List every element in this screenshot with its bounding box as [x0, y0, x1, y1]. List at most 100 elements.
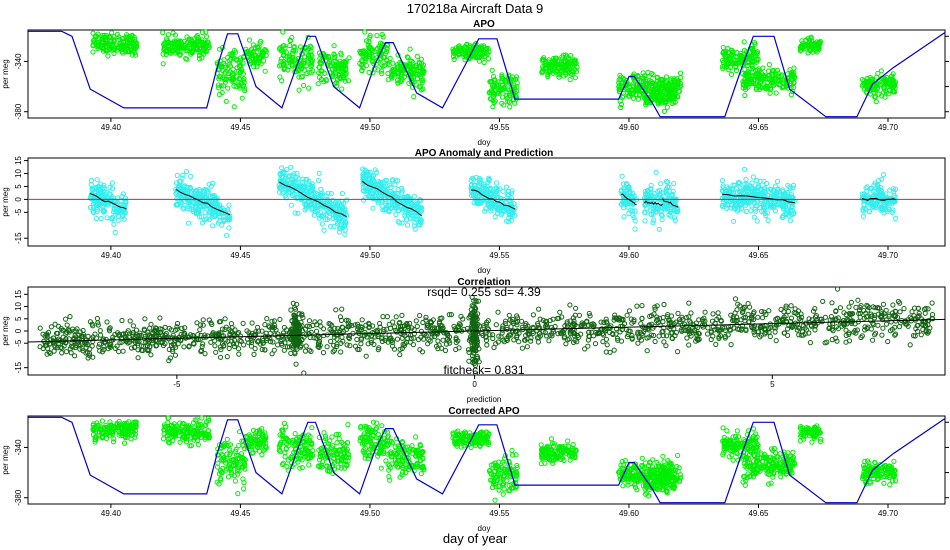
data-point — [676, 78, 682, 84]
correlation-point — [306, 318, 313, 324]
data-point — [655, 101, 661, 107]
data-point — [327, 57, 333, 63]
data-point — [278, 59, 284, 65]
data-point — [563, 52, 569, 58]
data-point — [405, 55, 411, 61]
anomaly-point — [187, 186, 193, 192]
anomaly-point — [860, 213, 867, 219]
panel-apo-xlabel: doy — [478, 138, 491, 147]
data-point — [748, 76, 754, 82]
anomaly-point — [290, 193, 296, 199]
anomaly-point — [720, 178, 726, 184]
correlation-point — [652, 338, 658, 345]
data-point — [197, 42, 204, 48]
data-point — [728, 52, 735, 58]
anomaly-point — [741, 166, 748, 172]
correlation-point — [119, 317, 125, 324]
data-point — [370, 58, 376, 65]
data-point — [808, 34, 814, 40]
correlation-point — [778, 306, 784, 313]
anomaly-point — [743, 208, 749, 214]
data-point — [286, 54, 292, 60]
anomaly-point — [892, 215, 899, 221]
anomaly-point — [104, 215, 110, 221]
data-point — [118, 47, 124, 53]
data-point — [877, 81, 883, 87]
data-point — [672, 94, 678, 100]
data-point — [630, 91, 636, 97]
anomaly-point — [619, 173, 625, 179]
data-point — [740, 82, 746, 88]
data-point — [489, 67, 495, 73]
correlation-point — [516, 339, 522, 345]
data-point — [741, 47, 748, 53]
data-point — [495, 90, 501, 96]
data-point — [620, 93, 626, 99]
data-point — [410, 60, 416, 66]
correlation-point — [807, 340, 814, 346]
data-point — [541, 57, 547, 63]
data-point — [642, 96, 648, 102]
correlation-point — [675, 310, 681, 316]
y-tick-label: -340 — [14, 53, 23, 70]
anomaly-point — [101, 182, 107, 188]
data-point — [223, 98, 229, 104]
correlation-point — [313, 328, 320, 334]
data-point — [241, 79, 247, 86]
data-point — [411, 94, 417, 100]
x-tick-label: 49.55 — [489, 251, 510, 260]
correlation-point — [224, 354, 230, 360]
data-point — [887, 80, 893, 86]
data-point — [218, 83, 224, 89]
data-point — [650, 72, 656, 78]
data-point — [251, 64, 257, 70]
anomaly-point — [201, 217, 207, 223]
correlation-point — [557, 309, 563, 315]
correlation-point — [835, 286, 841, 292]
anomaly-point — [121, 216, 127, 222]
y-tick-label: 0 — [14, 197, 23, 202]
data-point — [494, 81, 500, 88]
data-point — [408, 64, 414, 70]
data-point — [230, 50, 236, 56]
data-point — [306, 85, 312, 91]
anomaly-point — [122, 195, 129, 201]
data-point — [871, 86, 877, 92]
data-point — [510, 97, 516, 103]
data-point — [450, 53, 457, 60]
data-point — [874, 86, 880, 92]
data-point — [227, 63, 233, 69]
data-point — [666, 87, 672, 93]
data-point — [872, 94, 878, 100]
anomaly-point — [94, 207, 101, 213]
data-point — [377, 57, 383, 63]
data-point — [123, 42, 129, 49]
data-point — [345, 78, 352, 84]
data-point — [720, 45, 726, 51]
data-point — [111, 50, 117, 57]
data-point — [765, 80, 771, 86]
anomaly-point — [312, 201, 318, 207]
data-point — [763, 75, 769, 82]
correlation-point — [413, 318, 419, 324]
data-point — [735, 59, 741, 65]
correlation-point — [929, 300, 935, 306]
anomaly-point — [316, 215, 322, 221]
data-point — [237, 77, 243, 83]
panel-anomaly-frame — [27, 157, 946, 247]
correlation-point — [380, 314, 386, 320]
data-point — [567, 77, 573, 83]
correlation-point — [302, 348, 308, 354]
anomaly-point — [287, 173, 293, 179]
data-point — [228, 56, 234, 62]
data-point — [343, 67, 349, 73]
data-point — [331, 43, 337, 49]
data-point — [774, 67, 781, 73]
data-point — [116, 44, 122, 50]
data-point — [172, 39, 178, 45]
data-point — [562, 59, 568, 65]
data-point — [231, 76, 237, 82]
data-point — [548, 62, 555, 68]
correlation-point — [98, 332, 104, 338]
data-point — [329, 72, 336, 78]
